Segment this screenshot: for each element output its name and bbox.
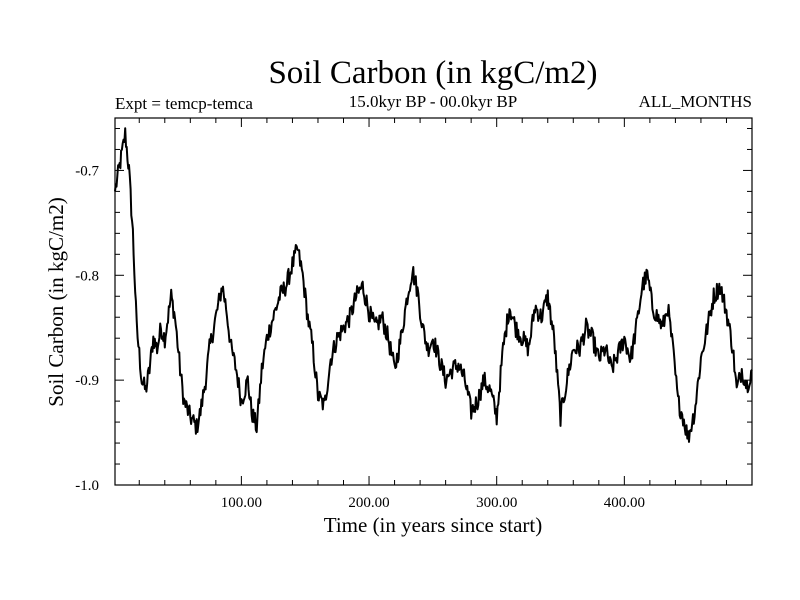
plot-frame xyxy=(114,117,753,486)
x-axis-tick-labels: 100.00 200.00 300.00 400.00 xyxy=(221,495,645,511)
y-tick-label: -0.9 xyxy=(75,373,99,389)
y-axis-tick-labels: -1.0 -0.9 -0.8 -0.7 xyxy=(75,163,99,494)
experiment-label: Expt = temcp-temca xyxy=(115,94,253,113)
series-line-temcp-temca xyxy=(114,127,753,443)
y-tick-label: -0.7 xyxy=(75,163,99,179)
chart-title: Soil Carbon (in kgC/m2) xyxy=(268,55,597,91)
y-tick-label: -0.8 xyxy=(75,268,99,284)
x-tick-label: 400.00 xyxy=(604,495,645,511)
period-label: 15.0kyr BP - 00.0kyr BP xyxy=(349,92,517,111)
x-tick-label: 300.00 xyxy=(476,495,517,511)
x-tick-label: 200.00 xyxy=(348,495,389,511)
x-axis-label: Time (in years since start) xyxy=(324,513,543,537)
x-tick-label: 100.00 xyxy=(221,495,262,511)
y-axis-label: Soil Carbon (in kgC/m2) xyxy=(44,197,68,406)
months-label: ALL_MONTHS xyxy=(639,92,752,111)
axis-ticks xyxy=(115,118,752,486)
y-tick-label: -1.0 xyxy=(75,478,99,494)
